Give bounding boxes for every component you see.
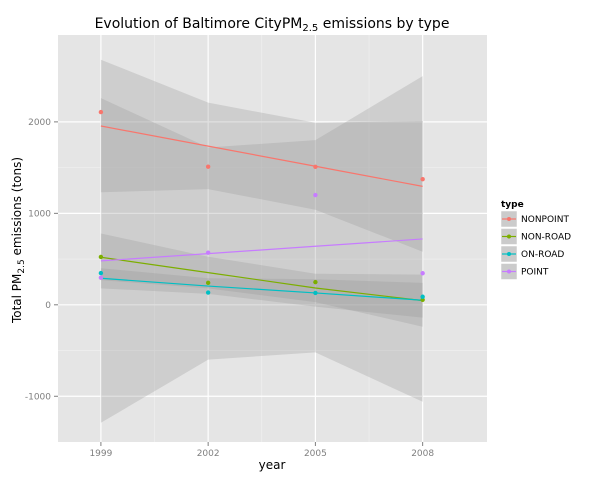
- point-point: [420, 271, 425, 276]
- point-non-road: [98, 254, 104, 260]
- point-point: [98, 275, 104, 280]
- legend-label: NON-ROAD: [521, 233, 571, 243]
- legend-label: NONPOINT: [521, 215, 569, 225]
- point-nonpoint: [205, 164, 211, 169]
- point-nonpoint: [420, 177, 425, 182]
- x-tick-label: 2005: [304, 449, 327, 459]
- point-point: [313, 192, 318, 198]
- legend-label: POINT: [521, 268, 549, 278]
- point-on-road: [205, 290, 211, 295]
- x-axis: 1999 2002 2005 2008: [89, 442, 434, 459]
- fit-line-point: [100, 238, 423, 262]
- fit-line-non-road: [100, 256, 423, 302]
- x-tick-label: 1999: [89, 449, 112, 459]
- legend-point: [507, 217, 511, 221]
- plot-panel: [58, 35, 487, 442]
- legend-point: [507, 269, 511, 274]
- legend: NONPOINT NON-ROAD ON-ROAD POINT: [500, 210, 571, 280]
- chart-title: Evolution of Baltimore CityPM2.5 emissio…: [95, 16, 450, 34]
- point-nonpoint: [98, 109, 104, 115]
- y-axis-title: Total PM2.5 emissions (tons): [10, 157, 27, 324]
- x-tick-label: 2002: [197, 449, 220, 459]
- y-axis: -1000 0 1000 2000: [25, 118, 58, 402]
- point-non-road: [313, 279, 318, 285]
- legend-point: [507, 252, 511, 256]
- fit-line-on-road: [100, 277, 423, 301]
- x-axis-title: year: [259, 458, 286, 472]
- grid-minor: [58, 35, 487, 442]
- y-tick-label: -1000: [25, 392, 51, 402]
- point-on-road: [420, 294, 425, 299]
- x-tick-label: 2008: [411, 449, 434, 459]
- trend-lines: [100, 125, 423, 302]
- legend-title: type: [501, 200, 524, 210]
- point-non-road: [205, 280, 211, 286]
- point-point: [205, 250, 211, 255]
- legend-point: [507, 234, 511, 239]
- grid-major: [58, 35, 487, 442]
- data-points: [98, 109, 425, 302]
- y-tick-label: 0: [45, 301, 51, 311]
- y-tick-label: 2000: [28, 118, 51, 128]
- fit-line-nonpoint: [100, 125, 423, 187]
- point-non-road: [420, 297, 425, 302]
- y-tick-label: 1000: [28, 209, 51, 219]
- ribbon-on-road: [100, 268, 423, 318]
- point-nonpoint: [313, 164, 318, 169]
- point-on-road: [313, 290, 318, 296]
- legend-label: ON-ROAD: [521, 250, 564, 260]
- point-on-road: [98, 270, 104, 276]
